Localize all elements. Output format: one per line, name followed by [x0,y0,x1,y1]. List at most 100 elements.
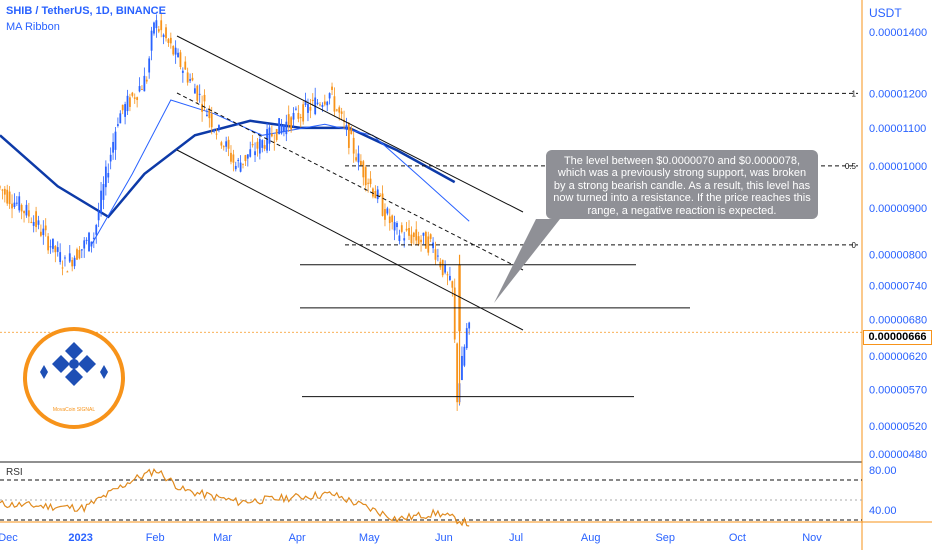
candle-body [174,47,177,55]
candle-body [299,116,302,119]
candle-body [54,245,57,253]
price-tick-label: 0.00000900 [869,203,927,215]
candle-body [436,255,439,257]
candle-body [30,221,33,223]
candle-body [1,189,4,191]
candle-body [61,267,64,269]
candle-body [20,204,23,212]
candle-body [27,210,30,217]
candle-body [468,322,471,329]
candle-body [417,236,420,245]
price-tick-label: 0.00000680 [869,314,927,326]
candle-body [56,247,59,252]
candle-body [244,155,247,162]
fib-level-label: 0 [852,241,857,250]
candle-body [143,75,146,92]
candle-body [434,249,437,260]
candle-body [206,114,208,117]
time-axis-label: Feb [146,532,165,544]
candle-body [249,149,252,157]
candle-body [304,100,307,105]
candle-body [386,208,389,214]
candle-body [23,211,25,214]
candle-body [116,124,119,126]
candle-body [104,166,107,188]
candle-body [256,141,259,149]
candle-body [254,151,256,156]
logo-diamond [78,355,96,373]
candle-body [309,106,312,111]
candle-body [3,188,6,195]
candle-body [186,72,189,83]
candle-body [112,141,114,153]
candle-body [119,113,122,124]
candle-body [273,141,276,143]
candle-body [278,118,280,135]
candle-body [196,85,199,101]
candle-body [352,137,355,154]
candle-body [193,88,196,94]
candle-body [374,191,377,199]
candle-body [97,211,100,221]
candle-body [107,172,110,178]
fib-level-label: 0.5 [845,162,857,171]
candle-body [177,52,179,58]
candle-body [381,193,384,216]
candle-body [360,160,362,166]
indicator-label[interactable]: MA Ribbon [6,21,60,33]
candle-body [155,20,158,29]
annotation-callout[interactable]: The level between $0.0000070 and $0.0000… [546,150,818,219]
chart-title: SHIB / TetherUS, 1D, BINANCE [6,5,166,17]
candle-body [280,124,283,134]
candle-body [321,104,324,107]
logo-eth-left [40,365,48,379]
candle-body [102,184,105,200]
callout-pointer [494,219,560,303]
rsi-label[interactable]: RSI [6,467,23,478]
time-axis-label: Apr [289,532,306,544]
time-axis-label: Sep [655,532,675,544]
candle-body [225,141,228,147]
candle-body [32,221,35,226]
candle-body [335,109,338,111]
candle-body [449,275,451,281]
price-tick-label: 0.00000800 [869,250,927,262]
candle-body [451,281,454,288]
candle-body [18,196,21,211]
candle-body [153,22,155,34]
candle-body [258,138,261,154]
candle-body [408,228,410,236]
candle-body [261,140,264,148]
candle-body [422,232,425,236]
candle-body [90,241,93,247]
candle-body [350,128,353,135]
time-axis-label: Mar [213,532,232,544]
candle-body [109,154,112,162]
candle-body [80,249,83,251]
candle-body [391,215,394,223]
candle-body [412,232,415,237]
candle-body [456,343,459,403]
candle-body [302,104,305,122]
candle-body [410,234,413,244]
candle-body [297,112,300,119]
candle-body [136,97,139,100]
candle-body [326,101,329,106]
price-tick-label: 0.00001000 [869,161,927,173]
candle-body [446,274,449,276]
logo-text: MovaCoin SIGNAL [53,407,95,413]
candle-body [355,157,357,161]
price-tick-label: 0.00000740 [869,281,927,293]
candle-body [213,129,216,131]
price-tick-label: 0.00000480 [869,449,927,461]
candle-body [357,153,360,163]
candle-body [237,159,240,161]
candle-body [415,229,418,241]
candle-body [172,46,175,55]
candle-body [218,125,220,129]
candle-body [323,101,326,105]
candle-body [345,125,348,129]
candle-body [369,178,372,185]
